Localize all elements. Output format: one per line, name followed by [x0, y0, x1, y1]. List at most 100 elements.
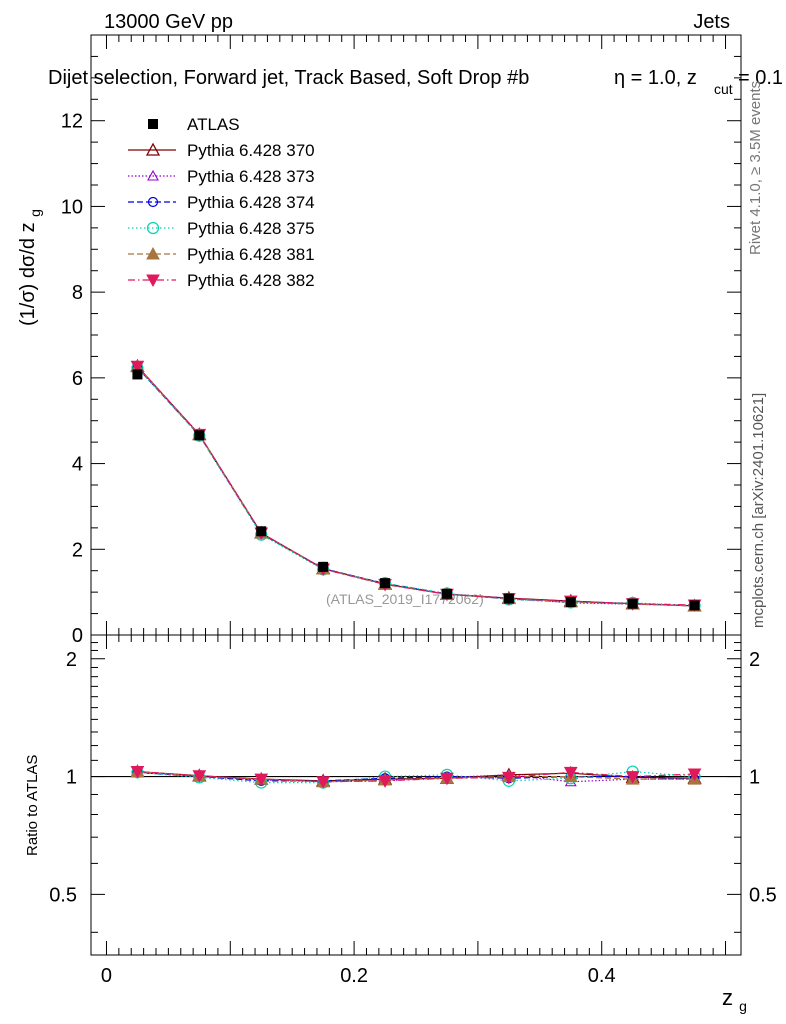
legend-marker — [146, 246, 160, 260]
data-point — [380, 578, 391, 589]
legend-marker-shape — [147, 169, 159, 181]
data-point — [565, 597, 576, 607]
x-axis-label-text: z — [722, 985, 733, 1010]
legend-marker — [146, 274, 160, 288]
ratio-5-point — [378, 775, 392, 788]
title-cut-sub: cut — [714, 81, 733, 97]
legend-label: Pythia 6.428 375 — [187, 219, 315, 238]
ratio-5-point-shape — [625, 771, 640, 784]
ratio-frame — [90, 634, 742, 956]
series-5-point — [130, 360, 145, 374]
main-ytick-label: 8 — [72, 282, 83, 304]
title-eta: η = 1.0, z — [614, 67, 697, 89]
ratio-5-point — [563, 766, 578, 780]
legend-marker — [145, 142, 161, 156]
ratio-5-point-shape — [316, 776, 330, 789]
title-main: Dijet selection, Forward jet, Track Base… — [48, 67, 529, 89]
data-point-shape — [441, 588, 452, 599]
ratio-line-2 — [137, 771, 695, 782]
series-5-point-shape — [130, 360, 145, 374]
rivet-label: Rivet 4.1.0, ≥ 3.5M events — [747, 81, 764, 255]
ratio-5-point-shape — [254, 773, 269, 787]
ratio-5-point — [130, 766, 145, 779]
ratio-5-point-shape — [563, 766, 578, 780]
ratio-panel: 0.5 0.5 1 1 2 2 0 0.2 0.4 — [49, 634, 777, 987]
main-ytick-label: 10 — [61, 196, 83, 218]
ratio-5-point — [687, 768, 702, 782]
data-point-shape — [503, 593, 514, 604]
main-ylabel: (1/σ) dσ/d z g — [17, 209, 43, 326]
ratio-ytick-label-right: 1 — [749, 767, 760, 789]
ratio-ytick-label: 1 — [66, 767, 77, 789]
ratio-series — [130, 764, 702, 789]
series-line-3 — [136, 367, 695, 607]
analysis-watermark: (ATLAS_2019_I1772062) — [326, 591, 484, 607]
legend-label: Pythia 6.428 382 — [187, 271, 315, 290]
ratio-5-point-shape — [440, 772, 454, 786]
plot-title: Dijet selection, Forward jet, Track Base… — [48, 67, 783, 99]
data-point-shape — [380, 578, 391, 589]
ratio-line-3 — [137, 770, 695, 784]
legend-marker-shape — [148, 119, 158, 129]
series-line-0 — [136, 365, 695, 607]
data-point-shape — [318, 561, 329, 572]
data-point-shape — [689, 600, 700, 611]
series-line-1 — [136, 366, 695, 607]
x-tick-label: 0 — [101, 965, 112, 987]
header-process: Jets — [693, 11, 730, 33]
ratio-5-point-shape — [687, 768, 702, 782]
data-point — [318, 561, 329, 572]
header-collision: 13000 GeV pp — [104, 11, 233, 33]
main-ylabel-text: (1/σ) dσ/d z — [17, 222, 39, 326]
data-point-shape — [627, 598, 638, 609]
main-ylabel-sub: g — [27, 209, 43, 217]
x-axis-label-sub: g — [739, 998, 747, 1014]
ratio-5-point-shape — [130, 766, 145, 779]
legend-label: Pythia 6.428 370 — [187, 141, 315, 160]
series-line-5 — [136, 365, 695, 606]
ratio-ytick-label-right: 0.5 — [749, 884, 777, 906]
ratio-5-point — [192, 770, 207, 783]
ratio-ticks: 0.5 0.5 1 1 2 2 0 0.2 0.4 — [49, 642, 777, 987]
legend-marker — [146, 221, 160, 235]
legend-label: Pythia 6.428 373 — [187, 167, 315, 186]
legend-marker-shape — [146, 274, 160, 288]
main-series — [130, 358, 702, 613]
ratio-ytick-label-right: 2 — [749, 649, 760, 671]
legend-label: Pythia 6.428 374 — [187, 193, 315, 212]
legend-label: ATLAS — [187, 115, 240, 134]
main-ytick-label: 12 — [61, 111, 83, 133]
legend-marker-shape — [146, 246, 160, 260]
ratio-5-point-shape — [192, 770, 207, 783]
main-data-points — [132, 369, 700, 611]
ratio-line-5 — [137, 770, 695, 783]
ratio-ylabel: Ratio to ATLAS — [24, 755, 41, 856]
data-point-shape — [256, 526, 267, 537]
ratio-5-point-shape — [378, 775, 392, 788]
legend-marker — [147, 196, 159, 208]
data-point-shape — [565, 597, 576, 607]
data-point — [441, 588, 452, 599]
ratio-5-point-shape — [502, 771, 516, 785]
series-line-4 — [136, 366, 695, 607]
ratio-ytick-label: 0.5 — [49, 884, 77, 906]
legend-marker-shape — [147, 196, 159, 208]
data-point — [627, 598, 638, 609]
main-ytick-label: 2 — [72, 539, 83, 561]
ratio-5-point — [316, 776, 330, 789]
data-point — [132, 369, 143, 380]
ratio-5-point — [254, 773, 269, 787]
legend: ATLAS Pythia 6.428 370 Pythia 6.428 373 Pyt… — [128, 115, 315, 290]
ratio-5-point — [440, 772, 454, 786]
legend-label: Pythia 6.428 381 — [187, 245, 315, 264]
x-tick-label: 0.4 — [588, 965, 616, 987]
legend-marker — [148, 119, 158, 129]
title-tail: = 0.1 — [738, 67, 783, 89]
legend-marker-shape — [146, 221, 160, 235]
legend-marker-shape — [145, 142, 161, 156]
data-point — [194, 430, 205, 441]
data-point — [689, 600, 700, 611]
